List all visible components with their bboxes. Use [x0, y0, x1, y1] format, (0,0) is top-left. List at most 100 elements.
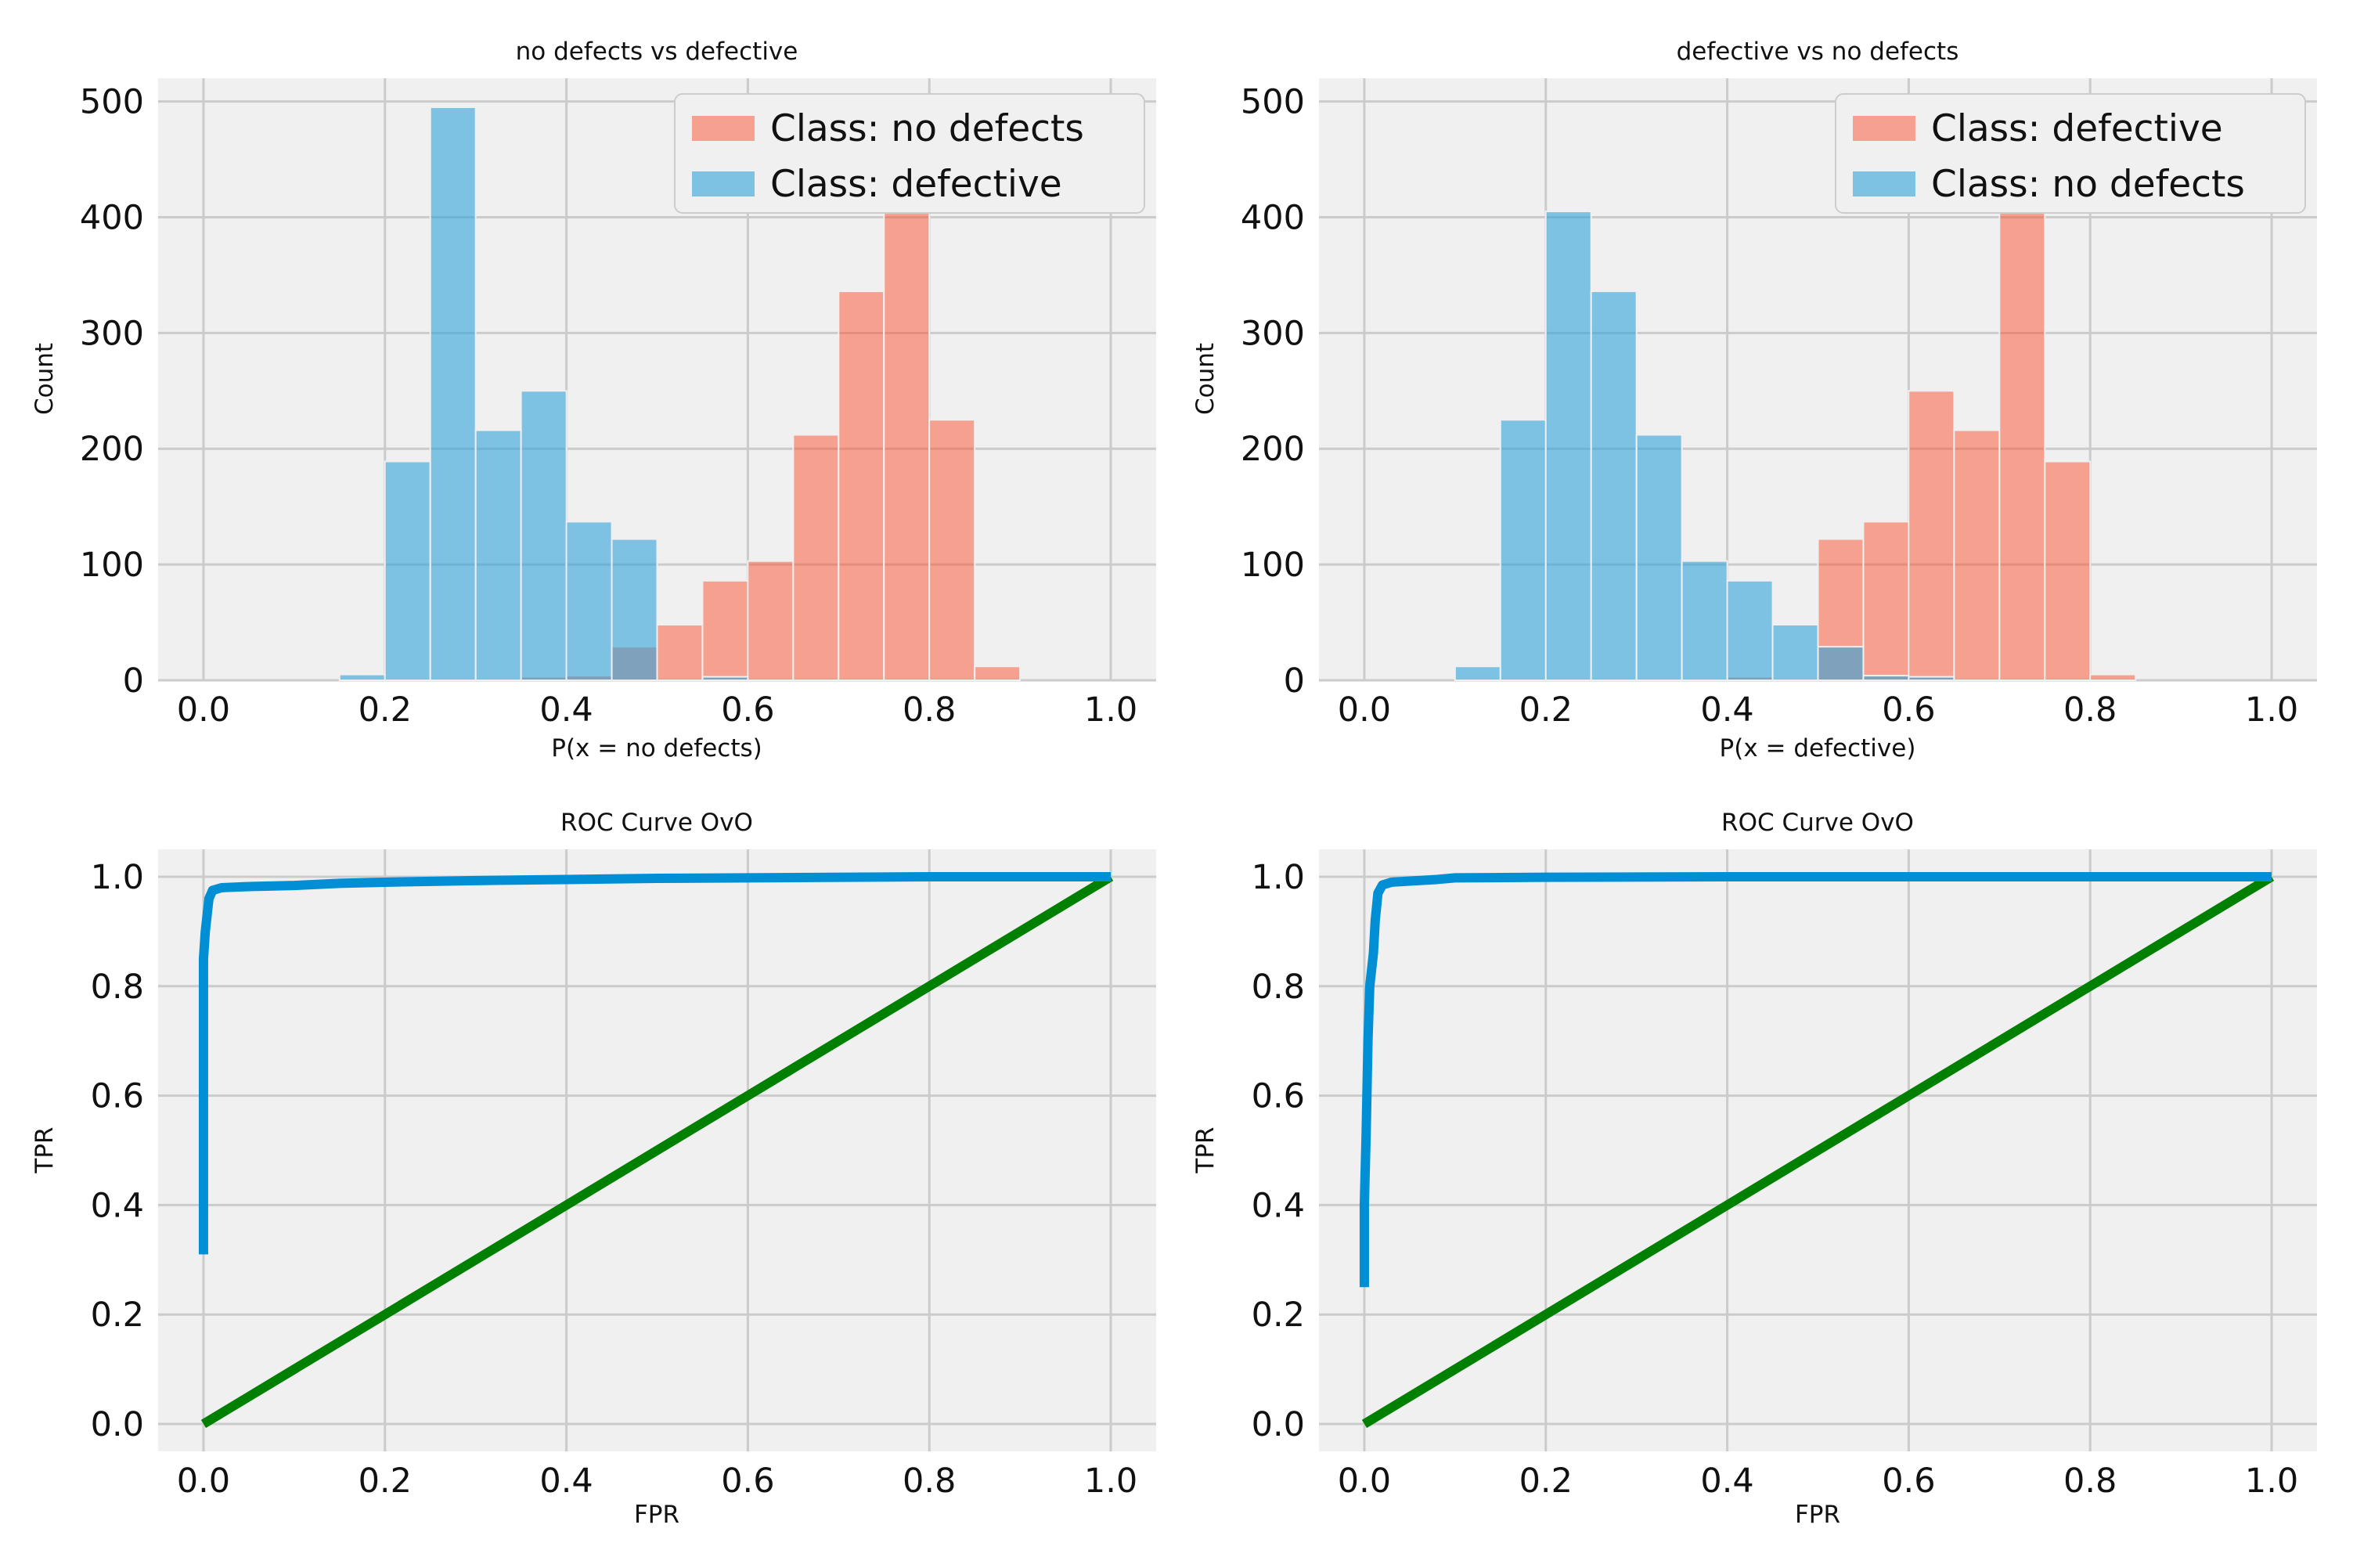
legend-swatch-no-defects [692, 116, 755, 141]
histogram-bar [701, 676, 749, 682]
histogram-bar [1454, 665, 1501, 681]
y-tick-label: 0.2 [1252, 1296, 1305, 1335]
histogram-bar [883, 211, 931, 681]
y-tick-labels: 0 100 200 300 400 500 [1241, 83, 1305, 701]
roc-panel-left: 0.0 0.2 0.4 0.6 0.8 1.0 0.0 0.2 0.4 0.6 0.8 1.0 RO… [31, 809, 1156, 1529]
chart-title: ROC Curve OvO [1721, 809, 1914, 837]
histogram-bar [974, 665, 1022, 681]
histogram-bar [565, 521, 613, 681]
x-tick-label: 0.8 [903, 690, 956, 730]
histogram-bar [1908, 676, 1955, 682]
legend-label-defective: Class: defective [770, 163, 1062, 206]
x-tick-label: 0.2 [359, 1462, 412, 1501]
histogram-bar [792, 434, 840, 681]
x-tick-label: 0.8 [2063, 1462, 2117, 1501]
legend-box [674, 93, 1145, 214]
histogram-bar [1862, 521, 1910, 681]
histogram-bar [838, 290, 885, 681]
x-tick-label: 0.4 [1700, 1462, 1753, 1501]
x-tick-label: 0.6 [721, 690, 774, 730]
histogram-bar [1590, 290, 1638, 681]
y-tick-label: 0 [123, 661, 144, 701]
grid-lines [158, 849, 1156, 1451]
y-tick-label: 0.4 [1252, 1186, 1305, 1225]
x-tick-label: 0.0 [1338, 1462, 1391, 1501]
x-tick-label: 1.0 [1084, 1462, 1137, 1501]
histogram-bar [747, 560, 795, 681]
diagonal-line [200, 872, 1114, 1429]
hist-no-defects-panel: 0.0 0.2 0.4 0.6 0.8 1.0 0 100 200 300 400 500 no d… [31, 38, 1156, 762]
legend: Class: defective Class: no defects [1835, 93, 2306, 214]
histogram-bar [2089, 673, 2137, 682]
x-axis-label: P(x = defective) [1720, 734, 1916, 762]
x-axis-label: FPR [1795, 1501, 1840, 1529]
roc-curve-line [198, 871, 1112, 1255]
legend: Class: no defects Class: defective [674, 93, 1145, 214]
y-tick-label: 0.6 [91, 1077, 144, 1116]
y-tick-label: 0 [1284, 661, 1305, 701]
y-axis-label: TPR [31, 1126, 59, 1173]
histogram-bar [1726, 579, 1774, 681]
hist-defective-panel: 0.0 0.2 0.4 0.6 0.8 1.0 0 100 200 300 400 500 defe… [1191, 38, 2317, 762]
y-tick-label: 1.0 [91, 858, 144, 897]
x-tick-label: 0.4 [1700, 690, 1753, 730]
y-tick-label: 400 [1241, 198, 1305, 237]
chart-title: ROC Curve OvO [560, 809, 753, 837]
legend-swatch-no-defects [1853, 171, 1915, 196]
histogram-bar [1953, 429, 2001, 681]
y-tick-label: 200 [1241, 430, 1305, 469]
x-tick-label: 0.6 [721, 1462, 774, 1501]
y-tick-label: 100 [80, 546, 144, 585]
x-tick-labels: 0.0 0.2 0.4 0.6 0.8 1.0 [1338, 1462, 2298, 1501]
x-tick-label: 1.0 [1084, 690, 1137, 730]
diagonal-line [1361, 872, 2275, 1429]
legend-box [1835, 93, 2306, 214]
histogram-bar [474, 429, 522, 681]
x-tick-label: 1.0 [2245, 1462, 2298, 1501]
histogram-bar [1817, 646, 1865, 682]
x-tick-label: 0.4 [539, 1462, 593, 1501]
y-tick-label: 100 [1241, 546, 1305, 585]
histogram-bar [520, 390, 568, 681]
histogram-bar [611, 538, 658, 681]
histogram-bar [1681, 560, 1728, 681]
legend-swatch-defective [692, 171, 755, 196]
y-tick-label: 500 [80, 83, 144, 122]
chart-title: defective vs no defects [1677, 38, 1959, 66]
roc-lines [198, 871, 1114, 1429]
y-tick-label: 500 [1241, 83, 1305, 122]
chart-title: no defects vs defective [516, 38, 798, 66]
y-axis-label: TPR [1191, 1126, 1220, 1173]
x-tick-label: 0.8 [2063, 690, 2117, 730]
x-tick-label: 0.2 [1519, 690, 1573, 730]
y-tick-label: 400 [80, 198, 144, 237]
y-tick-label: 1.0 [1252, 858, 1305, 897]
y-tick-label: 300 [80, 314, 144, 353]
histogram-bars [338, 106, 1022, 682]
legend-swatch-defective [1853, 116, 1915, 141]
y-tick-label: 0.8 [91, 968, 144, 1007]
histogram-bar [928, 419, 976, 681]
x-tick-label: 0.6 [1882, 1462, 1935, 1501]
legend-label-no-defects: Class: no defects [1931, 163, 2245, 206]
x-tick-labels: 0.0 0.2 0.4 0.6 0.8 1.0 [177, 690, 1137, 730]
roc-lines [1359, 871, 2275, 1429]
x-tick-label: 1.0 [2245, 690, 2298, 730]
roc-curve-line [1359, 871, 2272, 1288]
y-tick-labels: 0 100 200 300 400 500 [80, 83, 144, 701]
x-tick-labels: 0.0 0.2 0.4 0.6 0.8 1.0 [177, 1462, 1137, 1501]
histogram-bar [1544, 211, 1592, 681]
histogram-bar [429, 106, 477, 682]
y-tick-label: 200 [80, 430, 144, 469]
histogram-bar [1635, 434, 1683, 681]
histogram-bar [2044, 460, 2092, 681]
histogram-bar [1908, 390, 1955, 681]
x-tick-label: 0.2 [359, 690, 412, 730]
y-tick-label: 0.0 [91, 1405, 144, 1444]
y-tick-label: 0.2 [91, 1296, 144, 1335]
y-tick-label: 0.6 [1252, 1077, 1305, 1116]
y-axis-label: Count [31, 343, 59, 415]
legend-label-defective: Class: defective [1931, 107, 2223, 150]
x-tick-label: 0.4 [539, 690, 593, 730]
